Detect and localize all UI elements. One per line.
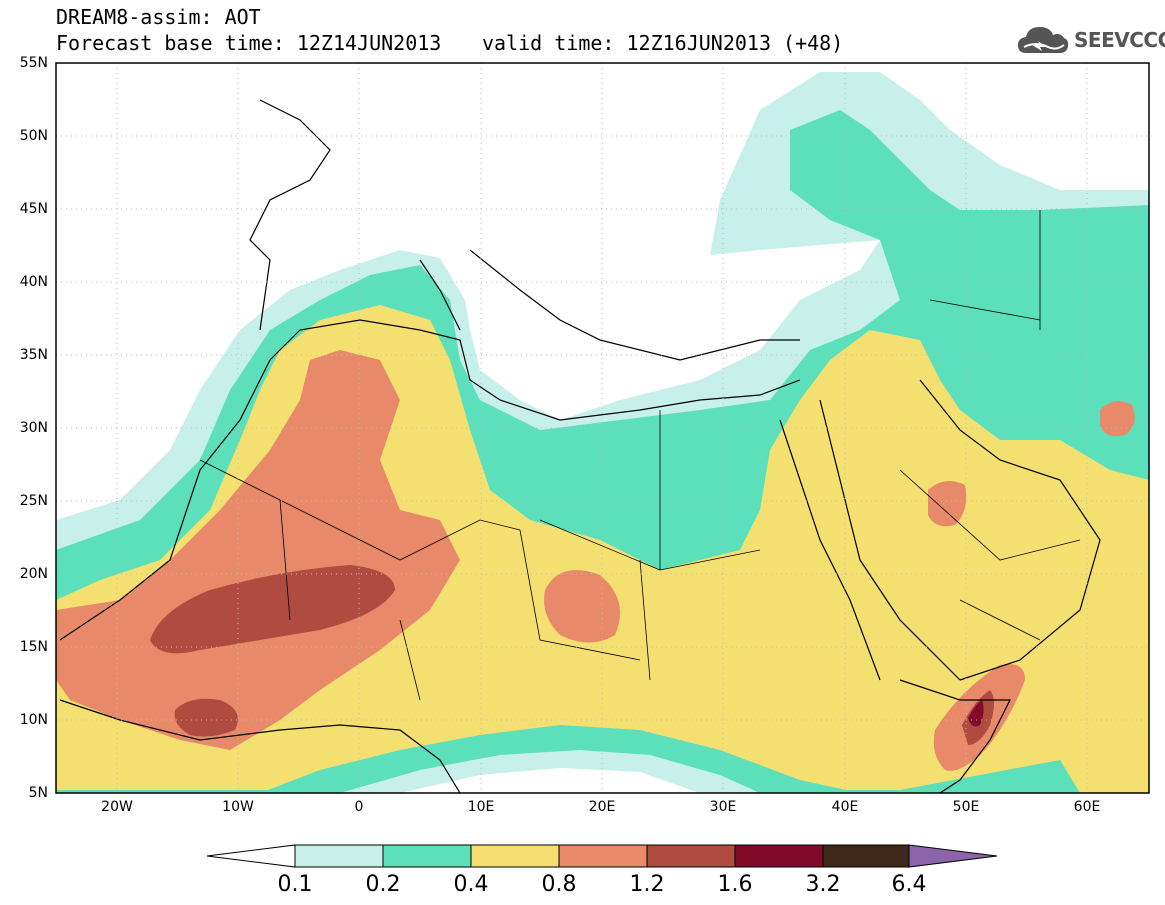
coast-horn <box>899 679 1011 793</box>
seevccc-logo: SEEVCCC <box>1016 22 1165 58</box>
colorbar-cell-6 <box>734 844 824 868</box>
aot-band-0-south <box>400 768 700 793</box>
colorbar-label: 0.1 <box>277 872 313 897</box>
lat-label-5n: 5N <box>28 785 48 801</box>
colorbar-label: 1.2 <box>629 872 665 897</box>
logo-text: SEEVCCC <box>1074 28 1165 52</box>
borders <box>199 210 1081 701</box>
aot-band-0.8-gulf <box>1100 401 1135 437</box>
lon-label-50e: 50E <box>952 799 980 815</box>
lat-label-50n: 50N <box>19 128 48 144</box>
coast-africa-west <box>59 319 801 641</box>
colorbar-cell-4 <box>558 844 648 868</box>
lon-label-10e: 10E <box>467 799 495 815</box>
lat-label-25n: 25N <box>19 493 48 509</box>
lon-label-60e: 60E <box>1073 799 1101 815</box>
aot-band-0.8-arabia <box>928 481 967 527</box>
colorbar-cell-3 <box>470 844 560 868</box>
lat-label-40n: 40N <box>19 274 48 290</box>
lon-label-0: 0 <box>354 799 364 815</box>
colorbar-label: 0.4 <box>453 872 489 897</box>
lon-label-40e: 40E <box>831 799 859 815</box>
aot-band-0.8 <box>56 350 460 750</box>
lon-label-30e: 30E <box>709 799 737 815</box>
colorbar <box>206 844 998 868</box>
lat-label-20n: 20N <box>19 566 48 582</box>
lat-label-35n: 35N <box>19 347 48 363</box>
valid-time: valid time: 12Z16JUN2013 (+48) <box>482 31 844 55</box>
colorbar-label: 0.2 <box>365 872 401 897</box>
colorbar-cell-1 <box>294 844 384 868</box>
lat-label-45n: 45N <box>19 201 48 217</box>
colorbar-cell-7 <box>822 844 910 868</box>
colorbar-label: 1.6 <box>717 872 753 897</box>
colorbar-cell-2 <box>382 844 472 868</box>
map-frame <box>55 62 1150 794</box>
lat-label-10n: 10N <box>19 712 48 728</box>
lon-label-10w: 10W <box>222 799 254 815</box>
lat-label-30n: 30N <box>19 420 48 436</box>
lat-label-55n: 55N <box>19 55 48 71</box>
aot-band-0.8-chad <box>544 570 620 643</box>
coast-africa-south <box>59 699 461 793</box>
colorbar-cell-5 <box>646 844 736 868</box>
map-title: DREAM8-assim: AOT <box>56 5 261 29</box>
cloud-icon <box>1018 27 1069 53</box>
coast-europe <box>249 99 800 361</box>
aot-band-1.2 <box>150 565 395 654</box>
forecast-base-time: Forecast base time: 12Z14JUN2013 <box>56 31 442 55</box>
lat-label-15n: 15N <box>19 639 48 655</box>
coast-arabia <box>919 379 1101 681</box>
colorbar-arrow-low <box>206 844 296 868</box>
lon-label-20w: 20W <box>101 799 133 815</box>
colorbar-label: 6.4 <box>891 872 927 897</box>
colorbar-label: 0.8 <box>541 872 577 897</box>
lon-label-20e: 20E <box>588 799 616 815</box>
colorbar-arrow-high <box>908 844 998 868</box>
colorbar-label: 3.2 <box>805 872 841 897</box>
aot-band-1.2-guinea <box>174 698 238 737</box>
coast-red-sea <box>779 399 961 681</box>
